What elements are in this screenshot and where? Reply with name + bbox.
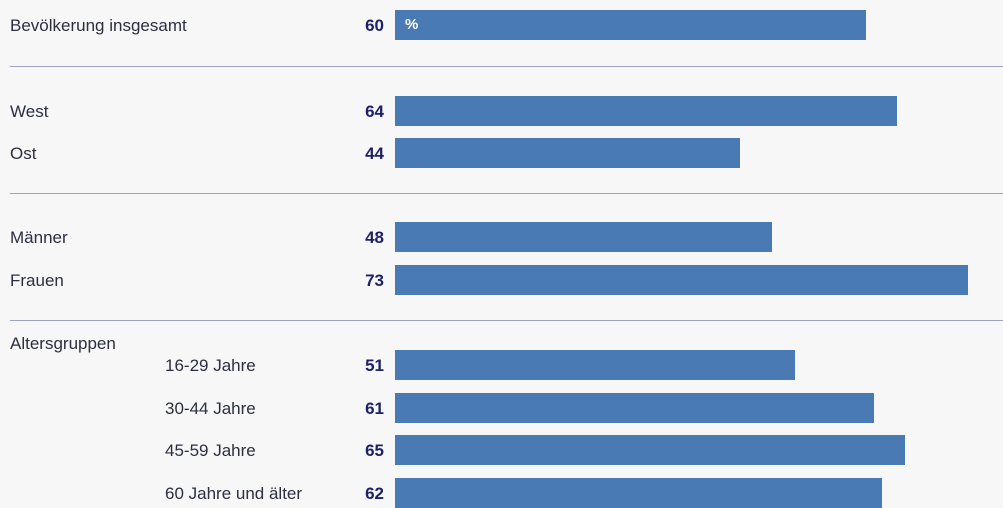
value-label: 62 bbox=[365, 484, 384, 503]
category-label: 45-59 Jahre bbox=[165, 441, 256, 460]
category-label: 60 Jahre und älter bbox=[165, 484, 303, 503]
value-label: 44 bbox=[365, 144, 384, 163]
bar bbox=[395, 96, 897, 126]
bar bbox=[395, 222, 772, 252]
value-label: 73 bbox=[365, 271, 384, 290]
separator-line bbox=[10, 320, 1003, 321]
bar bbox=[395, 435, 905, 465]
value-label: 64 bbox=[365, 102, 384, 121]
bar bbox=[395, 350, 795, 380]
category-label: 30-44 Jahre bbox=[165, 399, 256, 418]
category-label: Frauen bbox=[10, 271, 64, 290]
value-label: 48 bbox=[365, 228, 384, 247]
category-label: Bevölkerung insgesamt bbox=[10, 16, 187, 35]
bar bbox=[395, 478, 882, 508]
bar bbox=[395, 265, 968, 295]
bar bbox=[395, 393, 874, 423]
value-label: 51 bbox=[365, 356, 384, 375]
value-label: 65 bbox=[365, 441, 384, 460]
bar bbox=[395, 138, 740, 168]
group-heading: Altersgruppen bbox=[10, 334, 116, 353]
separator-line bbox=[10, 66, 1003, 67]
category-label: Ost bbox=[10, 144, 37, 163]
category-label: West bbox=[10, 102, 49, 121]
bar bbox=[395, 10, 866, 40]
value-label: 60 bbox=[365, 16, 384, 35]
category-label: 16-29 Jahre bbox=[165, 356, 256, 375]
category-label: Männer bbox=[10, 228, 68, 247]
value-label: 61 bbox=[365, 399, 384, 418]
unit-label: % bbox=[405, 16, 419, 33]
separator-line bbox=[10, 193, 1003, 194]
